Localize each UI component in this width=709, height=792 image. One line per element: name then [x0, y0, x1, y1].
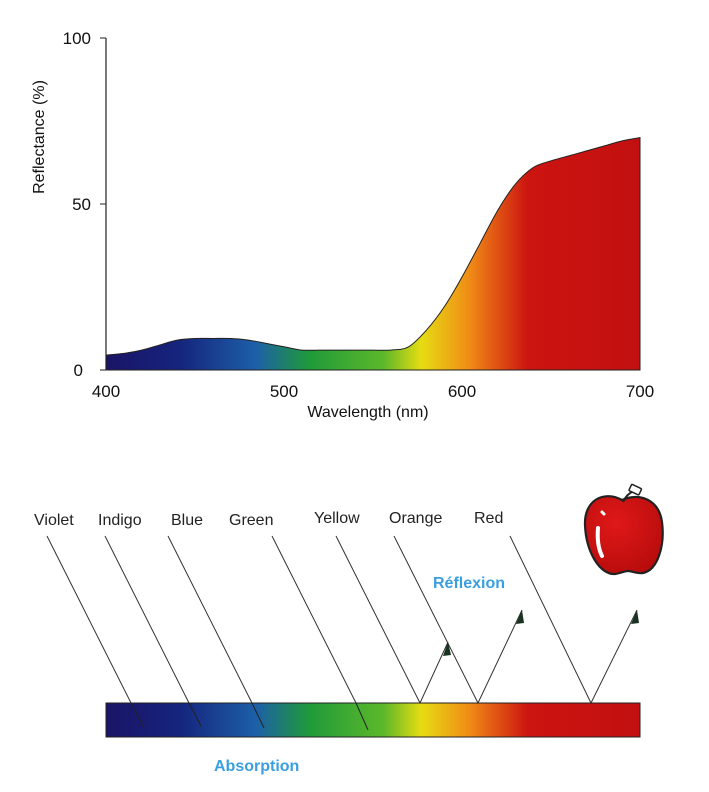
- absorbed-rays: [130, 702, 369, 731]
- label-indigo: Indigo: [98, 512, 142, 529]
- apple-icon: [583, 483, 664, 576]
- label-violet: Violet: [34, 512, 74, 529]
- label-red: Red: [474, 510, 503, 527]
- absorbed-ray: [130, 702, 144, 727]
- absorbed-ray: [355, 702, 369, 731]
- ray-red: [509, 535, 592, 704]
- x-tick-label-500: 500: [270, 382, 298, 401]
- reflected-ray-red: [590, 609, 638, 704]
- arrowhead: [443, 642, 451, 656]
- reflection-arrowheads: [443, 610, 639, 656]
- reflexion-label: Réflexion: [433, 575, 505, 592]
- label-orange: Orange: [389, 510, 442, 527]
- reflected-rays: [419, 609, 638, 704]
- arrowhead: [516, 610, 524, 624]
- y-tick-label-0: 0: [74, 361, 83, 380]
- ray-blue: [167, 535, 253, 704]
- y-tick-label-100: 100: [63, 29, 91, 48]
- ray-yellow: [335, 535, 421, 704]
- x-tick-label-700: 700: [626, 382, 654, 401]
- arrowhead: [631, 610, 639, 624]
- y-axis-title: Reflectance (%): [31, 80, 48, 194]
- reflectance-area: [105, 136, 641, 371]
- ray-orange: [393, 535, 479, 704]
- label-blue: Blue: [171, 512, 203, 529]
- x-axis-title: Wavelength (nm): [307, 404, 428, 421]
- reflectance-chart: 100 50 0 Reflectance (%) 400 500 600 700…: [31, 29, 654, 421]
- y-tick-marks: [100, 37, 106, 371]
- spectrum-bar: [105, 702, 641, 738]
- ray-green: [271, 535, 357, 704]
- x-tick-label-400: 400: [92, 382, 120, 401]
- reflected-ray-orange: [477, 609, 523, 704]
- incident-rays: [46, 535, 592, 704]
- reflected-ray-yellow: [419, 641, 449, 704]
- label-green: Green: [229, 512, 273, 529]
- ray-violet: [46, 535, 132, 704]
- y-tick-label-50: 50: [72, 195, 91, 214]
- ray-indigo: [104, 535, 190, 704]
- absorbed-ray: [188, 702, 202, 727]
- label-yellow: Yellow: [314, 510, 360, 527]
- absorbed-ray: [251, 702, 265, 729]
- absorption-diagram: Violet Indigo Blue Green Yellow Orange R…: [34, 483, 664, 775]
- absorption-label: Absorption: [214, 758, 299, 775]
- x-tick-label-600: 600: [448, 382, 476, 401]
